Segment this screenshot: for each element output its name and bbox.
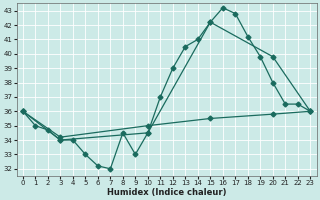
- X-axis label: Humidex (Indice chaleur): Humidex (Indice chaleur): [107, 188, 226, 197]
